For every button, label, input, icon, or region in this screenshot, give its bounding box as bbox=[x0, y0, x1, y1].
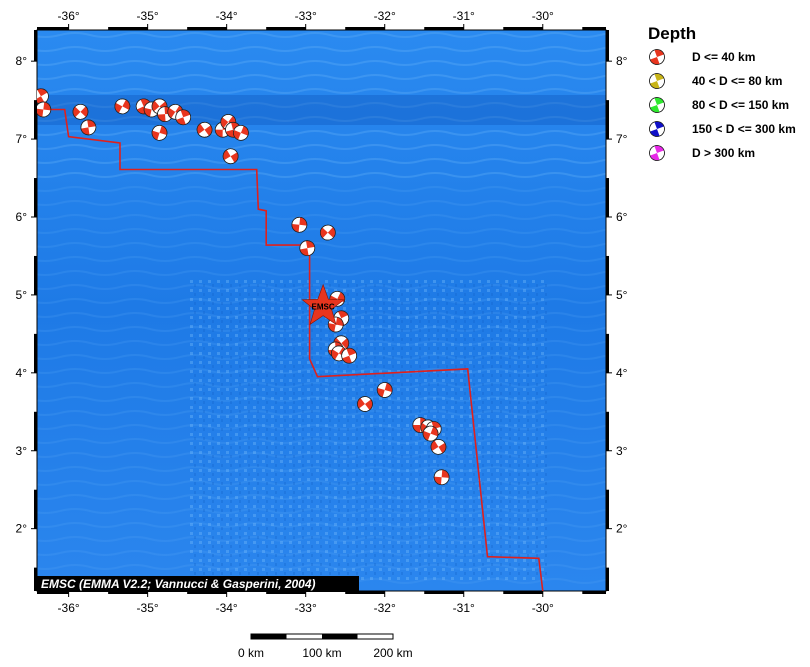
focal-mechanism-beachball bbox=[291, 216, 308, 233]
lon-tick-label-bottom: -31° bbox=[453, 601, 475, 615]
lon-tick-label-top: -36° bbox=[58, 9, 80, 23]
focal-mechanism-beachball bbox=[333, 335, 350, 352]
focal-mechanism-beachball bbox=[37, 101, 52, 118]
lon-tick-label-top: -33° bbox=[295, 9, 317, 23]
focal-mechanism-beachball bbox=[319, 224, 336, 241]
lat-tick-label-left: 7° bbox=[16, 132, 28, 146]
lon-tick-label-top: -32° bbox=[374, 9, 396, 23]
lat-tick-label-right: 8° bbox=[616, 54, 628, 68]
legend-beachball-icon bbox=[649, 97, 665, 113]
scale-bar: 0 km 100 km 200 km bbox=[238, 633, 413, 660]
legend-item-label: 40 < D <= 80 km bbox=[692, 74, 782, 88]
lat-tick-label-left: 3° bbox=[16, 444, 28, 458]
lat-tick-label-right: 7° bbox=[616, 132, 628, 146]
focal-mechanism-beachball bbox=[196, 121, 213, 138]
legend-beachball-icon bbox=[649, 73, 665, 89]
lat-tick-label-left: 5° bbox=[16, 288, 28, 302]
focal-mechanism-beachball bbox=[357, 396, 373, 412]
credit-box: EMSC (EMMA V2.2; Vannucci & Gasperini, 2… bbox=[37, 576, 359, 592]
lat-tick-label-right: 3° bbox=[616, 444, 628, 458]
lat-tick-label-left: 8° bbox=[16, 54, 28, 68]
lon-tick-label-top: -35° bbox=[137, 9, 159, 23]
focal-mechanism-beachball bbox=[233, 125, 249, 141]
lat-tick-label-right: 6° bbox=[616, 210, 628, 224]
lat-tick-label-right: 4° bbox=[616, 366, 628, 380]
map-frame bbox=[31, 24, 612, 597]
epicenter-star-icon bbox=[301, 283, 345, 326]
bathymetry-texture bbox=[37, 30, 606, 591]
lon-tick-label-bottom: -36° bbox=[58, 601, 80, 615]
lon-tick-label-bottom: -30° bbox=[532, 601, 554, 615]
legend-item-label: 150 < D <= 300 km bbox=[692, 122, 796, 136]
legend-beachball-icon bbox=[649, 49, 665, 65]
focal-mechanism-beachball bbox=[376, 382, 393, 398]
focal-mechanism-beachball bbox=[341, 347, 358, 364]
scale-label-0: 0 km bbox=[238, 646, 264, 660]
focal-mechanism-beachball bbox=[114, 98, 131, 115]
lon-tick-label-top: -34° bbox=[216, 9, 238, 23]
focal-mechanism-beachball bbox=[222, 148, 239, 165]
focal-mechanism-beachball bbox=[72, 103, 89, 120]
epicenter-label: EMSC bbox=[312, 303, 335, 312]
lat-tick-label-right: 2° bbox=[616, 522, 628, 536]
lon-tick-label-bottom: -35° bbox=[137, 601, 159, 615]
legend-beachball-icon bbox=[649, 145, 665, 161]
focal-mechanism-beachball bbox=[433, 469, 450, 486]
focal-mechanism-beachball bbox=[430, 439, 447, 455]
legend-title: Depth bbox=[648, 24, 696, 43]
credit-text: EMSC (EMMA V2.2; Vannucci & Gasperini, 2… bbox=[41, 577, 316, 591]
focal-mechanism-beachball bbox=[422, 425, 439, 442]
lon-tick-label-top: -30° bbox=[532, 9, 554, 23]
legend-item-label: D <= 40 km bbox=[692, 50, 755, 64]
depth-legend: Depth D <= 40 km 40 < D <= 80 km 80 < D <=… bbox=[648, 24, 796, 161]
legend-item-label: D > 300 km bbox=[692, 146, 755, 160]
lat-tick-label-left: 6° bbox=[16, 210, 28, 224]
epicenter-star: EMSC bbox=[301, 283, 345, 326]
lon-tick-label-top: -31° bbox=[453, 9, 475, 23]
longitude-labels-top: -36° -35° -34° -33° -32° -31° -30° bbox=[58, 9, 555, 23]
lon-tick-label-bottom: -34° bbox=[216, 601, 238, 615]
longitude-labels-bottom: -36° -35° -34° -33° -32° -31° -30° bbox=[58, 601, 555, 615]
lat-tick-label-left: 4° bbox=[16, 366, 28, 380]
latitude-labels-left: 8° 7° 6° 5° 4° 3° 2° bbox=[16, 54, 28, 536]
latitude-labels-right: 8° 7° 6° 5° 4° 3° 2° bbox=[616, 54, 628, 536]
focal-mechanism-beachball bbox=[299, 240, 316, 257]
legend-item-label: 80 < D <= 150 km bbox=[692, 98, 789, 112]
lon-tick-label-bottom: -33° bbox=[295, 601, 317, 615]
plate-boundary-line bbox=[37, 108, 544, 591]
lon-tick-label-bottom: -32° bbox=[374, 601, 396, 615]
legend-beachball-icon bbox=[649, 121, 665, 137]
frame-ticks bbox=[31, 24, 612, 597]
scale-label-100: 100 km bbox=[302, 646, 341, 660]
scale-label-200: 200 km bbox=[373, 646, 412, 660]
focal-mechanisms bbox=[37, 88, 450, 486]
lat-tick-label-right: 5° bbox=[616, 288, 628, 302]
focal-mechanism-beachball bbox=[80, 119, 97, 136]
lat-tick-label-left: 2° bbox=[16, 522, 28, 536]
focal-mechanism-beachball bbox=[151, 125, 168, 141]
focal-mechanism-beachball bbox=[175, 109, 192, 126]
